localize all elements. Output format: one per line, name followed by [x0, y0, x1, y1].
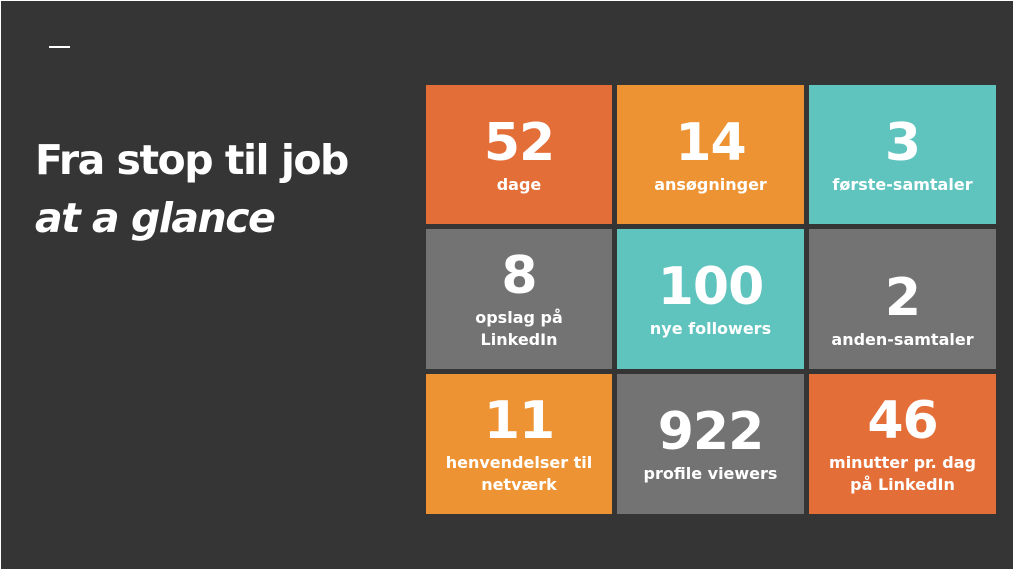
- stat-value: 2: [884, 268, 921, 328]
- stat-tile-days: 52 dage: [426, 85, 612, 224]
- stat-tile-first-interviews: 3 første-samtaler: [809, 85, 996, 224]
- stat-tile-profile-viewers: 922 profile viewers: [617, 374, 804, 514]
- stat-value: 100: [657, 257, 765, 317]
- title-line-1: Fra stop til job: [35, 136, 349, 184]
- stat-value: 8: [501, 246, 537, 306]
- stat-value: 922: [657, 402, 765, 462]
- stat-tile-linkedin-posts: 8 opslag på LinkedIn: [426, 229, 612, 369]
- stat-label: minutter pr. dag på LinkedIn: [829, 453, 976, 494]
- stat-label: nye followers: [649, 319, 772, 338]
- stat-label: anden-samtaler: [831, 330, 974, 349]
- stat-value: 3: [884, 112, 921, 173]
- stat-tile-minutes-per-day: 46 minutter pr. dag på LinkedIn: [809, 374, 996, 514]
- stat-tile-new-followers: 100 nye followers: [617, 229, 804, 369]
- title-line-2: at a glance: [35, 194, 276, 242]
- stat-label: henvendelser til netværk: [445, 453, 593, 494]
- stats-grid: 52 dage 14 ansøgninger 3 første-samtaler…: [426, 85, 996, 514]
- stat-value: 52: [483, 112, 555, 173]
- stat-label: dage: [496, 174, 542, 194]
- stat-value: 46: [867, 391, 938, 451]
- stat-label: opslag på LinkedIn: [475, 308, 563, 349]
- stat-label: profile viewers: [643, 464, 778, 483]
- stat-tile-network-outreach: 11 henvendelser til netværk: [426, 374, 612, 514]
- stat-value: 11: [483, 391, 555, 451]
- stat-tile-second-interviews: 2 anden-samtaler: [809, 229, 996, 369]
- stat-label: første-samtaler: [832, 174, 973, 194]
- stat-value: 14: [675, 112, 746, 173]
- slide-title: Fra stop til job at a glance: [35, 131, 349, 247]
- stat-label: ansøgninger: [654, 174, 767, 194]
- accent-dash: [49, 46, 70, 48]
- stat-tile-applications: 14 ansøgninger: [617, 85, 804, 224]
